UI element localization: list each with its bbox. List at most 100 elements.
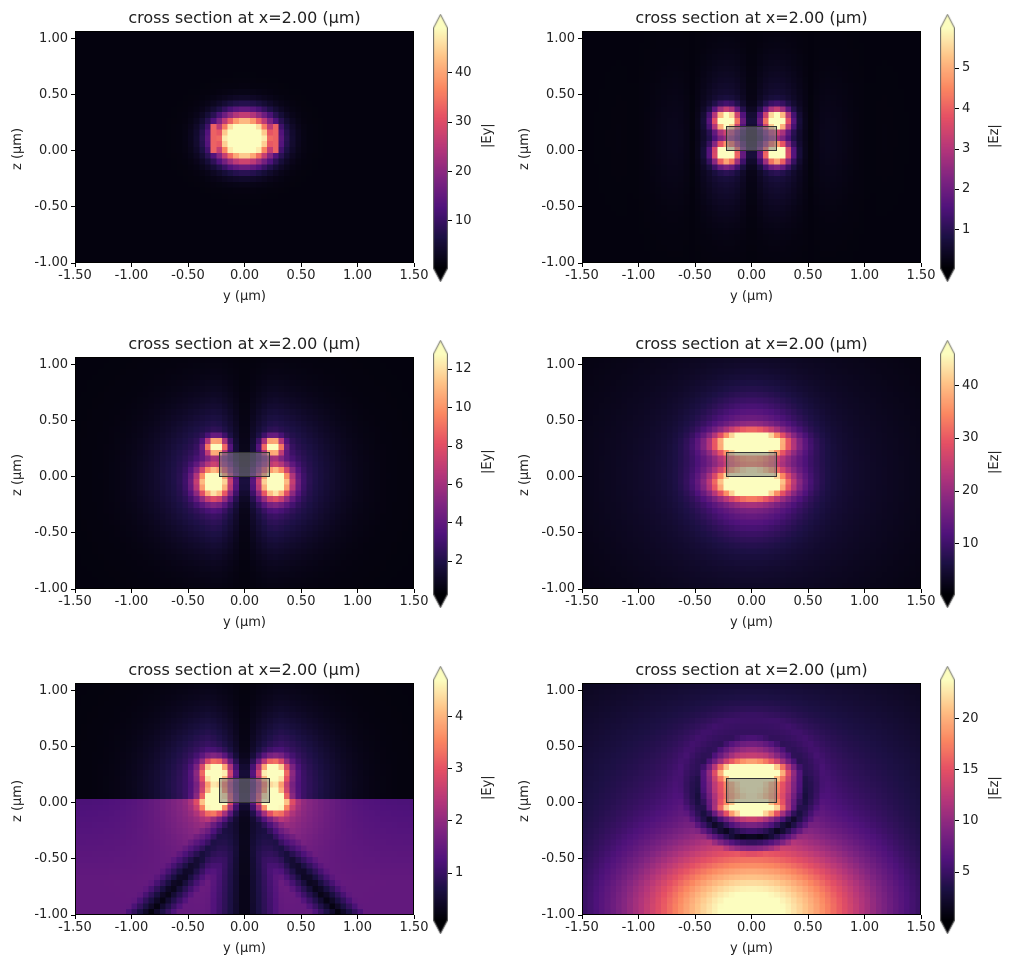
plot-frame [75, 683, 414, 915]
x-tick-label: -1.00 [114, 268, 149, 283]
colorbar-tick-label: 30 [455, 114, 472, 130]
x-tick-label: 0.00 [230, 594, 259, 609]
x-tick-label: -1.50 [58, 594, 92, 609]
x-tick-mark [807, 263, 809, 267]
y-tick-label: 0.00 [39, 142, 68, 158]
colorbar-tick-mark [448, 820, 452, 822]
colorbar-tick-label: 10 [455, 212, 472, 228]
y-tick-mark [71, 150, 75, 152]
x-tick-mark [131, 915, 132, 919]
y-tick-mark [578, 476, 582, 478]
colorbar-tick-mark [955, 490, 959, 492]
y-tick-label: 0.00 [39, 468, 68, 484]
x-tick-mark [244, 915, 245, 919]
x-tick-mark [864, 263, 865, 267]
colorbar-tick-mark [955, 718, 959, 720]
colorbar-tick-mark [955, 437, 959, 439]
colorbar-label: |Ey| [480, 123, 495, 148]
x-tick-label: 0.00 [230, 920, 259, 935]
y-tick-mark [71, 94, 75, 96]
y-tick-label: -0.50 [541, 198, 575, 214]
y-tick-mark [578, 262, 582, 264]
colorbar-tick-label: 40 [962, 377, 979, 393]
colorbar-tick-mark [955, 188, 959, 190]
x-tick-mark [694, 589, 696, 593]
x-tick-label: -0.50 [171, 268, 205, 283]
x-axis-label: y (µm) [223, 615, 266, 630]
heatmap [75, 31, 414, 263]
colorbar-tick-label: 40 [455, 64, 472, 80]
x-tick-mark [357, 589, 358, 593]
y-tick-mark [578, 858, 582, 860]
x-tick-mark [751, 915, 752, 919]
y-tick-mark [71, 532, 75, 534]
colorbar-tick-label: 5 [962, 864, 971, 879]
y-tick-mark [71, 364, 75, 366]
y-tick-label: -0.50 [541, 524, 575, 540]
y-tick-mark [71, 914, 75, 916]
y-tick-label: 0.00 [39, 794, 68, 810]
plot-frame [582, 31, 921, 263]
y-tick-mark [71, 690, 75, 692]
y-tick-mark [578, 690, 582, 692]
x-axis-label: y (µm) [730, 615, 773, 630]
colorbar-tick-label: 2 [455, 553, 464, 569]
x-tick-mark [807, 915, 809, 919]
colorbar-tick-mark [448, 872, 452, 874]
colorbar-tick-mark [448, 220, 452, 222]
y-tick-label: 1.00 [39, 682, 68, 698]
colorbar-tick-label: 8 [455, 438, 464, 454]
colorbar-tick-mark [448, 445, 452, 447]
x-tick-label: -1.50 [565, 268, 599, 283]
colorbar-tick-mark [448, 407, 452, 409]
colorbar-tick-mark [955, 871, 959, 873]
y-tick-label: 0.50 [546, 738, 575, 754]
x-tick-mark [920, 263, 922, 267]
x-tick-label: -0.50 [678, 920, 712, 935]
subplot-4: cross section at x=2.00 (µm) y (µm) z (µ… [507, 326, 1012, 652]
colorbar-tick-mark [448, 484, 452, 486]
y-tick-label: -1.00 [34, 255, 68, 270]
colorbar-tick-mark [448, 72, 452, 74]
subplot-2: cross section at x=2.00 (µm) y (µm) z (µ… [507, 0, 1012, 326]
colorbar-tick-mark [955, 108, 959, 110]
subplot-title: cross section at x=2.00 (µm) [635, 334, 868, 353]
colorbar [433, 666, 448, 934]
x-tick-mark [357, 915, 358, 919]
colorbar [433, 14, 448, 282]
colorbar-label: |Ez| [987, 124, 1002, 148]
y-tick-mark [578, 746, 582, 748]
x-tick-label: 1.50 [399, 268, 429, 283]
y-tick-mark [71, 746, 75, 748]
plot-frame [582, 683, 921, 915]
subplot-title: cross section at x=2.00 (µm) [128, 334, 361, 353]
y-tick-mark [71, 588, 75, 590]
colorbar-tick-label: 1 [455, 865, 464, 881]
subplot-title: cross section at x=2.00 (µm) [635, 660, 868, 679]
colorbar-label: |Ey| [480, 449, 495, 474]
x-tick-label: -1.00 [621, 268, 656, 283]
x-tick-mark [413, 915, 415, 919]
waveguide-box [218, 778, 271, 803]
colorbar-tick-mark [448, 121, 452, 123]
x-tick-mark [920, 915, 922, 919]
x-tick-mark [131, 263, 132, 267]
y-tick-mark [71, 206, 75, 208]
colorbar-tick-label: 3 [455, 760, 464, 776]
y-tick-label: 0.50 [39, 86, 68, 102]
colorbar [433, 340, 448, 608]
y-tick-mark [71, 476, 75, 478]
colorbar-tick-label: 4 [455, 514, 464, 530]
plot-frame [582, 357, 921, 589]
x-tick-label: 0.50 [286, 920, 316, 935]
colorbar-tick-mark [448, 368, 452, 370]
colorbar-tick-label: 15 [962, 761, 979, 777]
subplot-5: cross section at x=2.00 (µm) y (µm) z (µ… [0, 652, 506, 978]
y-tick-mark [578, 532, 582, 534]
y-tick-mark [578, 588, 582, 590]
x-tick-label: 0.00 [737, 268, 766, 283]
colorbar-tick-label: 10 [962, 812, 979, 828]
y-tick-label: 0.50 [546, 86, 575, 102]
y-tick-label: 1.00 [546, 682, 575, 698]
x-tick-mark [694, 263, 696, 267]
